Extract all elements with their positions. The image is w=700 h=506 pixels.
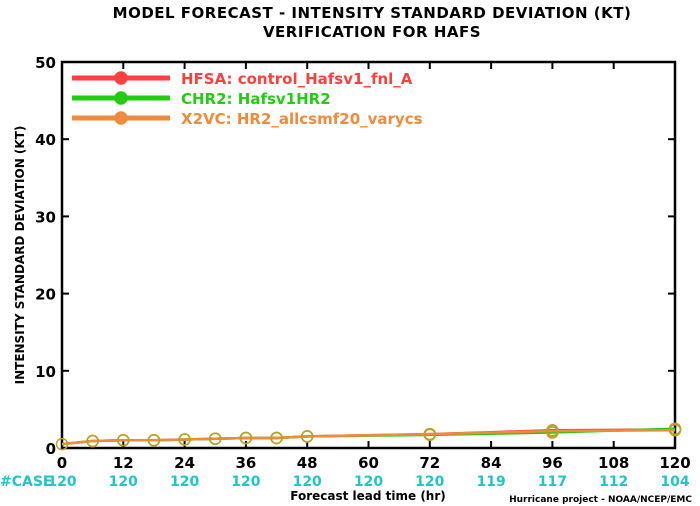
case-count: 120: [293, 474, 322, 490]
case-count: 120: [415, 474, 444, 490]
y-tick-label: 0: [46, 440, 56, 458]
y-axis-title: INTENSITY STANDARD DEVIATION (KT): [13, 126, 27, 385]
data-point: [668, 423, 682, 437]
case-count-label: #CASE: [0, 474, 53, 490]
x-tick-label: 12: [113, 454, 134, 472]
x-tick-label: 120: [659, 454, 690, 472]
data-point: [546, 424, 559, 438]
legend-label: X2VC: HR2_allcsmf20_varycs: [181, 110, 423, 128]
x-tick-label: 36: [235, 454, 256, 472]
y-tick-label: 20: [35, 286, 56, 304]
data-point: [239, 431, 253, 445]
x-tick-label: 48: [297, 454, 318, 472]
data-point: [270, 431, 283, 445]
legend-label: HFSA: control_Hafsv1_fnl_A: [181, 70, 413, 88]
data-point: [423, 427, 437, 441]
footer-credit: Hurricane project - NOAA/NCEP/EMC: [509, 495, 692, 505]
x-axis-title: Forecast lead time (hr): [290, 489, 446, 503]
legend-marker: [114, 71, 128, 85]
data-point: [300, 430, 314, 443]
case-count: 112: [599, 474, 628, 490]
data-point: [178, 433, 191, 446]
data-point: [147, 434, 161, 447]
case-count: 117: [538, 474, 567, 490]
legend: HFSA: control_Hafsv1_fnl_A CHR2: Hafsv1HR…: [72, 70, 423, 128]
x-tick-label: 96: [542, 454, 563, 472]
y-tick-label: 10: [35, 363, 56, 381]
series-layer: [55, 422, 682, 451]
axis-ticks: 0 10 20 30 40 50 0 12 24 36 48 60 72 84 96 108 120: [35, 54, 691, 472]
legend-marker: [114, 91, 128, 105]
case-count: 120: [109, 474, 138, 490]
case-count: 120: [47, 474, 76, 490]
case-count: 104: [660, 474, 689, 490]
legend-marker: [114, 111, 128, 125]
case-counts: 120 120 120 120 120 120 120 119 117 112 104: [47, 474, 689, 490]
data-point: [55, 437, 69, 451]
x-tick-label: 24: [174, 454, 195, 472]
x-tick-label: 108: [598, 454, 629, 472]
x-tick-label: 60: [358, 454, 379, 472]
x-tick-label: 72: [419, 454, 440, 472]
x-tick-label: 0: [57, 454, 67, 472]
chart-title: MODEL FORECAST - INTENSITY STANDARD DEVI…: [113, 4, 632, 22]
y-tick-label: 50: [35, 54, 56, 72]
y-tick-label: 30: [35, 208, 56, 226]
data-point: [117, 434, 130, 447]
case-count: 120: [170, 474, 199, 490]
chart-subtitle: VERIFICATION FOR HAFS: [263, 23, 481, 41]
y-tick-label: 40: [35, 131, 56, 149]
data-point: [86, 434, 99, 448]
data-point: [209, 432, 222, 445]
case-count: 119: [476, 474, 505, 490]
x-tick-label: 84: [481, 454, 502, 472]
case-count: 120: [231, 474, 260, 490]
legend-label: CHR2: Hafsv1HR2: [181, 90, 331, 108]
case-count: 120: [354, 474, 383, 490]
